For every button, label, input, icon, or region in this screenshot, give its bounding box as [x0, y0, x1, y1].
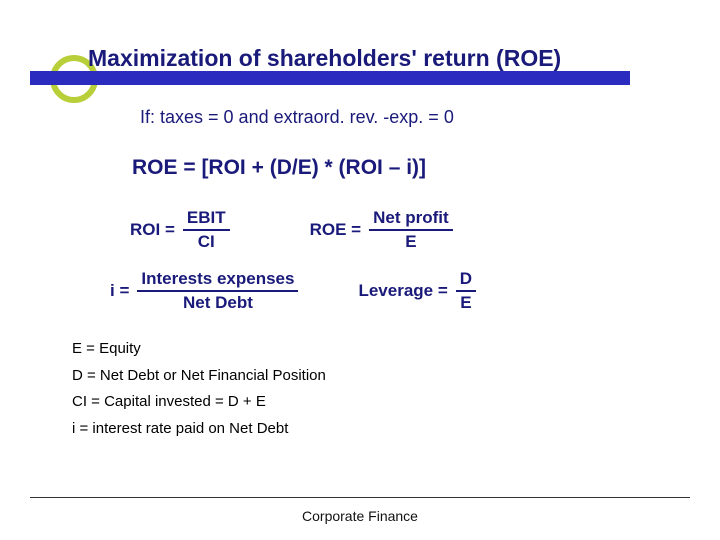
footer-text: Corporate Finance	[0, 508, 720, 524]
formula-roi-lhs: ROI =	[130, 220, 175, 240]
formula-roi: ROI = EBIT CI	[130, 208, 230, 251]
legend-line: E = Equity	[72, 336, 690, 362]
formula-roi-den: CI	[198, 231, 215, 252]
title-underline-bar	[30, 71, 630, 85]
formula-i-den: Net Debt	[183, 292, 253, 313]
footer-rule	[30, 497, 690, 498]
roe-equation: ROE = [ROI + (D/E) * (ROI – i)]	[132, 156, 690, 180]
formula-roe-den: E	[405, 231, 416, 252]
fraction-icon: D E	[456, 269, 476, 312]
legend-line: i = interest rate paid on Net Debt	[72, 416, 690, 442]
content-area: If: taxes = 0 and extraord. rev. -exp. =…	[30, 107, 690, 312]
legend-line: CI = Capital invested = D + E	[72, 389, 690, 415]
formula-lev-num: D	[456, 269, 476, 292]
formula-row-1: ROI = EBIT CI ROE = Net profit E	[130, 208, 690, 251]
formula-i-num: Interests expenses	[137, 269, 298, 292]
fraction-icon: Net profit E	[369, 208, 453, 251]
formula-i-lhs: i =	[110, 281, 129, 301]
legend: E = Equity D = Net Debt or Net Financial…	[72, 336, 690, 441]
legend-line: D = Net Debt or Net Financial Position	[72, 363, 690, 389]
formula-lev-den: E	[460, 292, 471, 313]
slide: Maximization of shareholders' return (RO…	[0, 0, 720, 540]
assumption-line: If: taxes = 0 and extraord. rev. -exp. =…	[140, 107, 690, 128]
formula-roi-num: EBIT	[183, 208, 230, 231]
fraction-icon: EBIT CI	[183, 208, 230, 251]
formula-lev-lhs: Leverage =	[358, 281, 447, 301]
formula-leverage: Leverage = D E	[358, 269, 476, 312]
fraction-icon: Interests expenses Net Debt	[137, 269, 298, 312]
formula-roe-lhs: ROE =	[310, 220, 362, 240]
formula-i: i = Interests expenses Net Debt	[110, 269, 298, 312]
slide-title: Maximization of shareholders' return (RO…	[30, 45, 690, 72]
title-area: Maximization of shareholders' return (RO…	[30, 45, 690, 72]
formula-roe-num: Net profit	[369, 208, 453, 231]
formula-roe: ROE = Net profit E	[310, 208, 453, 251]
formula-row-2: i = Interests expenses Net Debt Leverage…	[110, 269, 690, 312]
